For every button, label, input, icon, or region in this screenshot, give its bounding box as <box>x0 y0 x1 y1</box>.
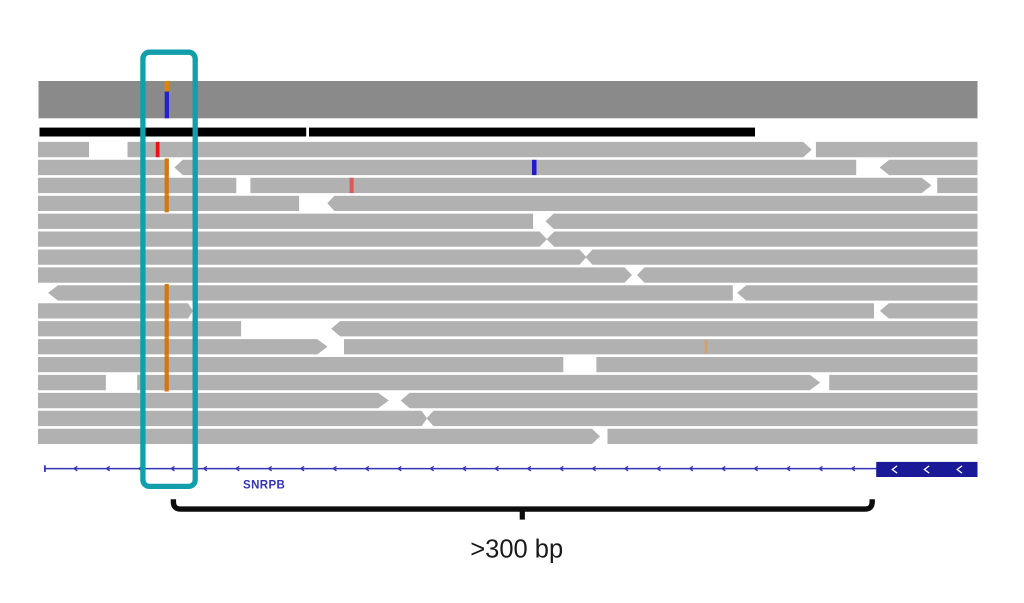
svg-text:SNRPB: SNRPB <box>243 480 285 492</box>
svg-text:>300 bp: >300 bp <box>470 536 563 564</box>
